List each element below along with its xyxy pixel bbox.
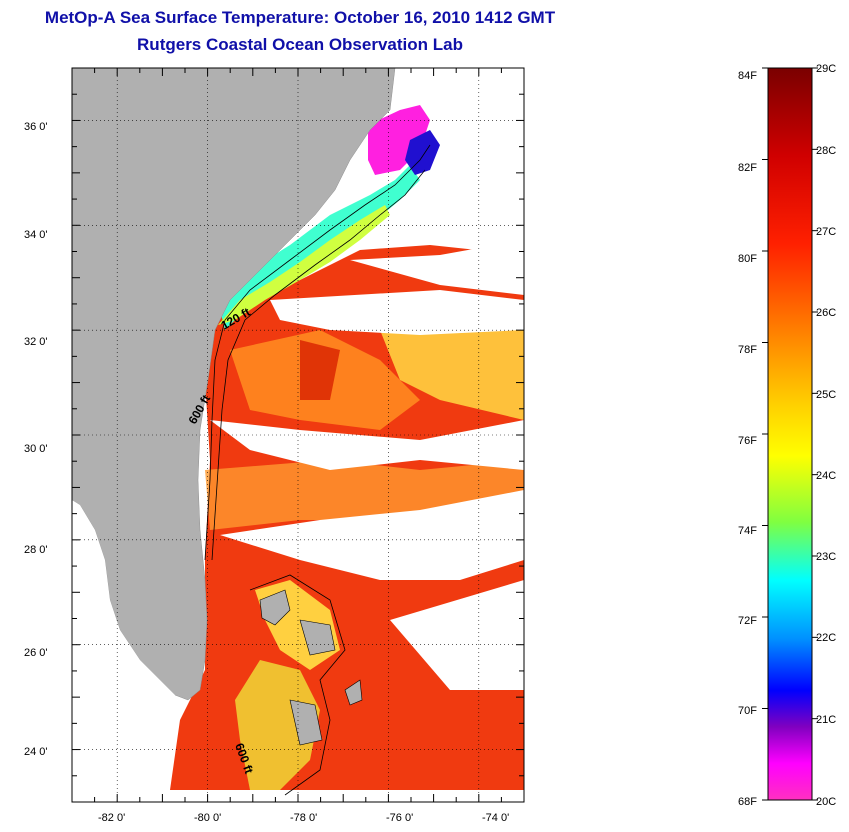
map-subtitle: Rutgers Coastal Ocean Observation Lab <box>137 35 463 54</box>
colorbar-f-label: 82F <box>738 162 757 174</box>
colorbar-f-label: 76F <box>738 435 757 447</box>
colorbar-c-label: 23C <box>816 551 837 563</box>
colorbar-c-label: 24C <box>816 470 837 482</box>
lat-tick-label: 30 0' <box>24 443 48 455</box>
colorbar-f-label: 74F <box>738 525 757 537</box>
colorbar-c-label: 28C <box>816 145 837 157</box>
lon-tick-label: -82 0' <box>98 812 126 824</box>
colorbar-f-label: 68F <box>738 796 757 808</box>
colorbar-f-label: 70F <box>738 705 757 717</box>
map-title: MetOp-A Sea Surface Temperature: October… <box>44 8 556 27</box>
colorbar-c-label: 21C <box>816 714 837 726</box>
outer-banks-cold-water <box>405 130 440 175</box>
cloud-cover <box>210 420 524 470</box>
lat-tick-label: 26 0' <box>24 647 48 659</box>
colorbar-ticks <box>762 67 818 801</box>
bahamas-islands <box>259 589 363 746</box>
colorbar-c-label: 26C <box>816 307 837 319</box>
colorbar-c-label: 25C <box>816 389 837 401</box>
lon-tick-label: -80 0' <box>194 812 222 824</box>
pamlico-sound-cold-water <box>368 105 430 175</box>
colorbar-c-label: 22C <box>816 632 837 644</box>
axis-ticks <box>71 67 525 803</box>
cloud-cover <box>270 290 524 335</box>
colorbar-c-label: 29C <box>816 63 837 75</box>
colorbar-c-label: 20C <box>816 796 837 808</box>
temperature-colorbar <box>767 67 813 801</box>
cloud-cover <box>390 580 524 690</box>
colorbar-f-label: 78F <box>738 344 757 356</box>
lat-tick-label: 24 0' <box>24 746 48 758</box>
colorbar-c-label: 27C <box>816 226 837 238</box>
cloud-cover <box>350 240 524 295</box>
florida-gulf-water <box>72 500 175 720</box>
map-grid <box>72 68 524 802</box>
lat-tick-label: 32 0' <box>24 336 48 348</box>
lat-tick-label: 34 0' <box>24 229 48 241</box>
lat-tick-label: 36 0' <box>24 121 48 133</box>
lat-tick-label: 28 0' <box>24 544 48 556</box>
coastal-yellow-water <box>218 205 390 325</box>
colorbar-f-label: 84F <box>738 70 757 82</box>
bahamas-bank-water <box>235 660 320 790</box>
lon-tick-label: -78 0' <box>290 812 318 824</box>
cloud-cover <box>220 490 524 580</box>
colorbar-f-label: 80F <box>738 253 757 265</box>
deep-red-patch <box>300 340 340 400</box>
lon-tick-label: -76 0' <box>386 812 414 824</box>
colorbar-f-label: 72F <box>738 615 757 627</box>
lon-tick-label: -74 0' <box>482 812 510 824</box>
yellow-water-patch <box>380 320 524 420</box>
